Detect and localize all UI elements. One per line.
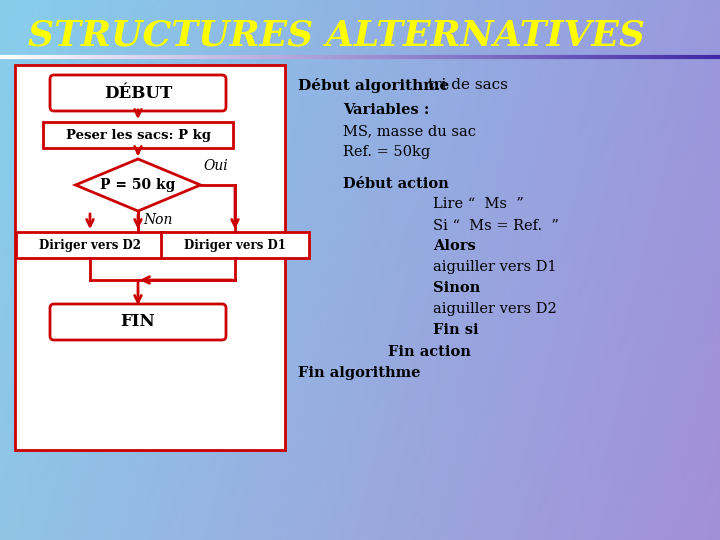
Text: Diriger vers D1: Diriger vers D1 [184,239,286,252]
Text: : tri de sacs: : tri de sacs [413,78,508,92]
Text: Ref. = 50kg: Ref. = 50kg [343,145,431,159]
Text: Diriger vers D2: Diriger vers D2 [39,239,141,252]
Text: MS, masse du sac: MS, masse du sac [343,124,476,138]
Text: Alors: Alors [433,240,476,253]
Text: Si “  Ms = Ref.  ”: Si “ Ms = Ref. ” [433,219,559,233]
Text: Fin algorithme: Fin algorithme [298,366,420,380]
Text: FIN: FIN [121,314,156,330]
FancyBboxPatch shape [50,75,226,111]
Text: DÉBUT: DÉBUT [104,84,172,102]
Text: Début algorithme: Début algorithme [298,78,449,93]
Text: STRUCTURES ALTERNATIVES: STRUCTURES ALTERNATIVES [28,18,645,52]
FancyBboxPatch shape [50,304,226,340]
Text: P = 50 kg: P = 50 kg [100,178,176,192]
Text: Variables :: Variables : [343,103,429,117]
Text: Peser les sacs: P kg: Peser les sacs: P kg [66,129,210,141]
FancyBboxPatch shape [16,232,164,258]
Text: Fin action: Fin action [388,345,471,359]
Text: Oui: Oui [204,159,228,173]
Text: Début action: Début action [343,177,449,191]
Text: Non: Non [143,213,172,227]
FancyBboxPatch shape [161,232,309,258]
Text: Lire “  Ms  ”: Lire “ Ms ” [433,198,523,212]
FancyBboxPatch shape [15,65,285,450]
Text: Fin si: Fin si [433,323,479,338]
Text: aiguiller vers D1: aiguiller vers D1 [433,260,557,274]
FancyBboxPatch shape [43,122,233,148]
Polygon shape [76,159,200,211]
Text: aiguiller vers D2: aiguiller vers D2 [433,302,557,316]
Text: Sinon: Sinon [433,281,480,295]
